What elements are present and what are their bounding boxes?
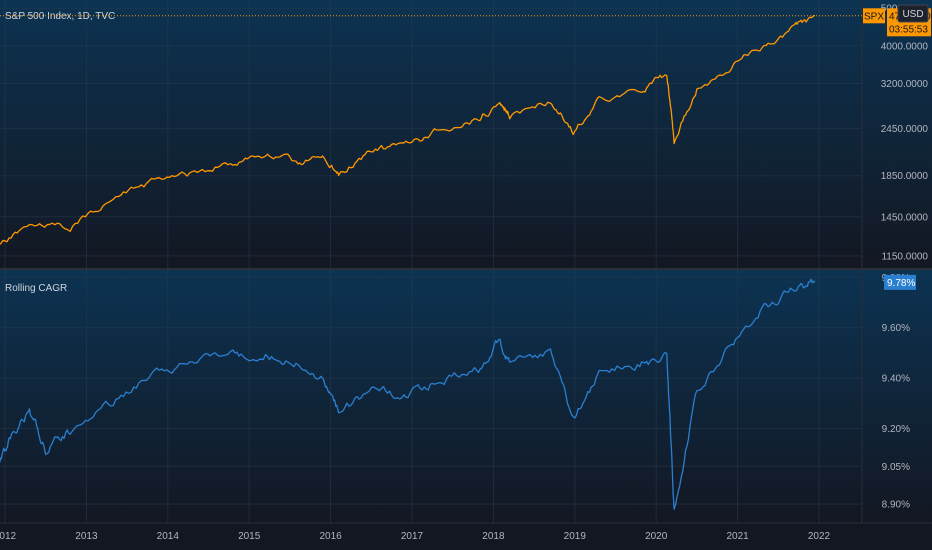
price-axis-tick-label: 3200.0000: [881, 79, 929, 90]
time-axis-ticks: 2012 2013 2014 2015 2016 2017 2018 2019 2020 2021…: [0, 531, 831, 542]
spx-symbol-tag-label: SPX: [864, 11, 884, 22]
price-axis-tick-label: 1450.0000: [881, 212, 929, 223]
bar-countdown: 03:55:53: [889, 24, 928, 35]
time-axis-tick-label: 2016: [319, 531, 342, 542]
rolling-cagr-series: [0, 278, 816, 510]
time-axis-tick-label: 2022: [808, 531, 831, 542]
last-cagr-value: 9.78%: [887, 278, 915, 289]
time-axis-tick-label: 2021: [726, 531, 749, 542]
time-axis-tick-label: 2013: [75, 531, 98, 542]
cagr-pane-background: [0, 270, 932, 523]
cagr-axis-tick-label: 9.60%: [882, 323, 910, 334]
cagr-axis-tick-label: 8.90%: [882, 500, 910, 511]
price-axis-tick-label: 4000.0000: [881, 41, 929, 52]
price-axis-tick-label: 1850.0000: [881, 171, 929, 182]
time-axis-tick-label: 2012: [0, 531, 17, 542]
cagr-pane-title: Rolling CAGR: [5, 283, 67, 294]
cagr-axis-tick-label: 9.05%: [882, 462, 910, 473]
last-cagr-tag: [884, 274, 916, 290]
price-pane-title: S&P 500 Index, 1D, TVC: [5, 11, 115, 22]
time-axis-tick-label: 2017: [401, 531, 424, 542]
time-axis-tick-label: 2014: [157, 531, 180, 542]
time-axis-tick-label: 2019: [564, 531, 587, 542]
price-pane-background: [0, 0, 932, 268]
price-axis-tick-label: 2450.0000: [881, 124, 929, 135]
currency-unit-button[interactable]: [897, 4, 929, 23]
cagr-axis-tick-label: 9.20%: [882, 424, 910, 435]
grid: [0, 0, 862, 523]
spx-price-line: [0, 15, 815, 246]
currency-unit-label: USD: [902, 9, 923, 20]
time-axis-tick-label: 2018: [482, 531, 505, 542]
spx-symbol-tag[interactable]: [863, 8, 885, 24]
cagr-axis-tick-label: 9.40%: [882, 374, 910, 385]
rolling-cagr-line: [0, 278, 816, 510]
spx-price-series: [0, 15, 815, 246]
time-axis-tick-label: 2015: [238, 531, 261, 542]
time-axis-tick-label: 2020: [645, 531, 668, 542]
price-axis-tick-label: 1150.0000: [881, 251, 928, 262]
